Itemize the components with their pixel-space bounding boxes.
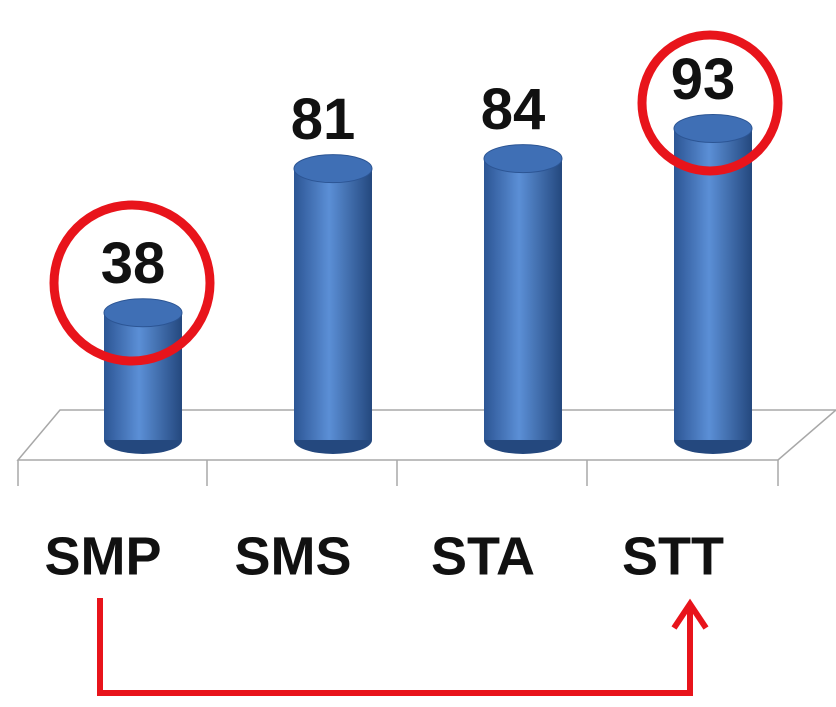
bar-top (673, 113, 753, 143)
x-tick-label: SMP (44, 526, 161, 586)
bar (294, 168, 372, 440)
x-tick-label: SMS (234, 526, 351, 586)
arrow-line (97, 598, 693, 696)
bar-top (293, 154, 373, 184)
bar-top (483, 144, 563, 174)
bar (484, 158, 562, 440)
bar-top (103, 298, 183, 328)
value-label: 81 (291, 87, 356, 152)
x-tick-label: STA (431, 526, 535, 586)
value-label: 38 (101, 231, 166, 296)
x-tick-label: STT (622, 526, 724, 586)
bars (103, 113, 753, 454)
arrow (97, 598, 709, 696)
bar (674, 128, 752, 440)
highlight-circle (637, 30, 783, 176)
floor (16, 409, 836, 486)
value-label: 93 (671, 47, 736, 112)
bar (104, 312, 182, 440)
highlight-circle (49, 200, 215, 366)
value-label: 84 (481, 77, 546, 142)
floor-plane (16, 409, 836, 461)
arrow-head (671, 598, 709, 630)
